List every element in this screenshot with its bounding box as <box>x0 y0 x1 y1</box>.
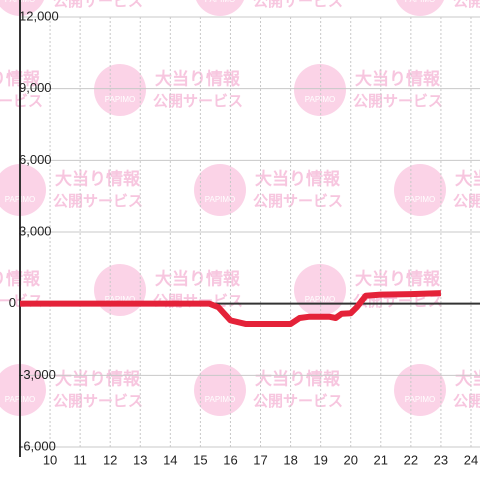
watermark-text: 大当り情報 <box>55 368 141 388</box>
watermark-text: 公開サービス <box>253 193 343 210</box>
watermark-text: 大当り情報 <box>355 68 441 88</box>
watermark-text: 公開サービス <box>53 193 143 210</box>
y-tick-label: 6,000 <box>19 152 52 167</box>
watermark-text: 公開サービス <box>0 93 43 110</box>
watermark-logo-text: PAPIMO <box>405 195 436 204</box>
watermark-text: 大当り情報 <box>155 268 241 288</box>
y-tick-label: 3,000 <box>19 223 52 238</box>
x-tick-label: 11 <box>73 452 87 467</box>
x-tick-label: 20 <box>343 452 357 467</box>
watermark-logo <box>394 364 446 416</box>
watermark-logo <box>196 0 244 16</box>
y-tick-label: -6,000 <box>19 438 56 453</box>
watermark-logo <box>94 64 146 116</box>
watermark-text: 公開サービス <box>153 93 243 110</box>
watermark-logo <box>294 264 346 316</box>
x-tick-label: 19 <box>313 452 327 467</box>
watermark-text: 大当り情報 <box>55 168 141 188</box>
x-tick-label: 13 <box>133 452 147 467</box>
watermark-text: 公開サービス <box>453 393 480 410</box>
watermark-logo <box>394 164 446 216</box>
y-tick-label: 0 <box>9 295 16 310</box>
x-tick-label: 17 <box>253 452 267 467</box>
x-tick-label: 23 <box>434 452 448 467</box>
watermark-text: 大当り情報 <box>355 268 441 288</box>
watermark-logo <box>94 264 146 316</box>
x-tick-label: 21 <box>374 452 388 467</box>
watermark-logo-text: PAPIMO <box>205 395 236 404</box>
x-tick-label: 18 <box>283 452 297 467</box>
watermark-logo-text: PAPIMO <box>405 395 436 404</box>
watermark-text: 大当り情報 <box>255 368 341 388</box>
x-tick-label: 22 <box>404 452 418 467</box>
watermark-text: 公開サービス <box>353 93 443 110</box>
watermark-text: 公開サービス <box>53 393 143 410</box>
x-tick-label: 12 <box>103 452 117 467</box>
watermark-text: 公開サービス <box>453 0 480 10</box>
watermark-text: 大当り情報 <box>155 68 241 88</box>
x-tick-label: 24 <box>464 452 478 467</box>
y-tick-label: 12,000 <box>19 8 59 23</box>
watermark-text: 公開サービス <box>253 0 343 10</box>
watermark-logo <box>194 364 246 416</box>
watermark-logo <box>294 64 346 116</box>
watermark-logo-text: PAPIMO <box>305 295 336 304</box>
watermark-logo-text: PAPIMO <box>205 0 236 4</box>
line-series <box>20 290 442 327</box>
x-tick-label: 16 <box>223 452 237 467</box>
watermark-text: 大当り情報 <box>455 168 480 188</box>
watermark-logo-text: PAPIMO <box>105 295 136 304</box>
watermark-logo <box>396 0 444 16</box>
watermark-logo-text: PAPIMO <box>205 195 236 204</box>
watermark-logo <box>194 164 246 216</box>
watermark-text: 大当り情報 <box>455 368 480 388</box>
watermark-logo <box>0 164 46 216</box>
watermark-logo <box>0 364 46 416</box>
x-tick-label: 10 <box>43 452 57 467</box>
watermark-text: 公開サービス <box>53 0 143 10</box>
watermark-logo-text: PAPIMO <box>405 0 436 4</box>
watermark-text: 公開サービス <box>253 393 343 410</box>
watermark-logo-text: PAPIMO <box>105 95 136 104</box>
x-tick-label: 14 <box>163 452 177 467</box>
watermark-text: 公開サービス <box>453 193 480 210</box>
watermark-logo <box>0 0 44 16</box>
y-tick-label: -3,000 <box>19 367 56 382</box>
x-tick-label: 15 <box>193 452 207 467</box>
watermark-text: 大当り情報 <box>255 168 341 188</box>
watermark-logo-text: PAPIMO <box>305 95 336 104</box>
y-tick-label: 9,000 <box>19 80 52 95</box>
